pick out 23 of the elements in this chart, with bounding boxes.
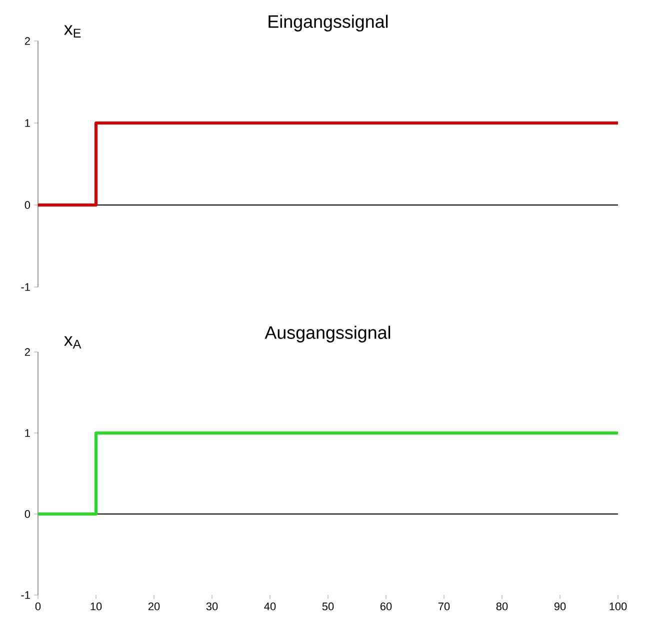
chart-title: Eingangssignal xyxy=(268,14,388,32)
x-tick-label: 20 xyxy=(148,602,160,610)
x-tick-label: 10 xyxy=(90,602,102,610)
x-tick-label: 30 xyxy=(206,602,218,610)
x-tick-label: 0 xyxy=(35,602,41,610)
y-tick-label: -1 xyxy=(21,283,30,291)
y-tick-label: 0 xyxy=(24,510,30,518)
x-tick-label: 60 xyxy=(380,602,392,610)
x-tick-label: 80 xyxy=(496,602,508,610)
y-tick-label: 2 xyxy=(24,348,30,356)
y-tick-label: 0 xyxy=(24,201,30,209)
chart-title: Ausgangssignal xyxy=(264,326,390,342)
x-tick-label: 50 xyxy=(322,602,334,610)
y-axis-title: x$_{E}$ xyxy=(64,25,81,38)
y-axis-title: x$_{A}$ xyxy=(64,336,82,348)
y-tick-label: 1 xyxy=(25,429,30,437)
x-tick-label: 100 xyxy=(610,602,627,610)
x-tick-label: 40 xyxy=(264,602,276,610)
y-tick-label: -1 xyxy=(21,591,30,599)
x-tick-label: 70 xyxy=(438,602,450,610)
y-tick-label: 2 xyxy=(24,37,30,45)
x-tick-label: 90 xyxy=(554,602,566,610)
y-tick-label: 1 xyxy=(25,119,30,127)
